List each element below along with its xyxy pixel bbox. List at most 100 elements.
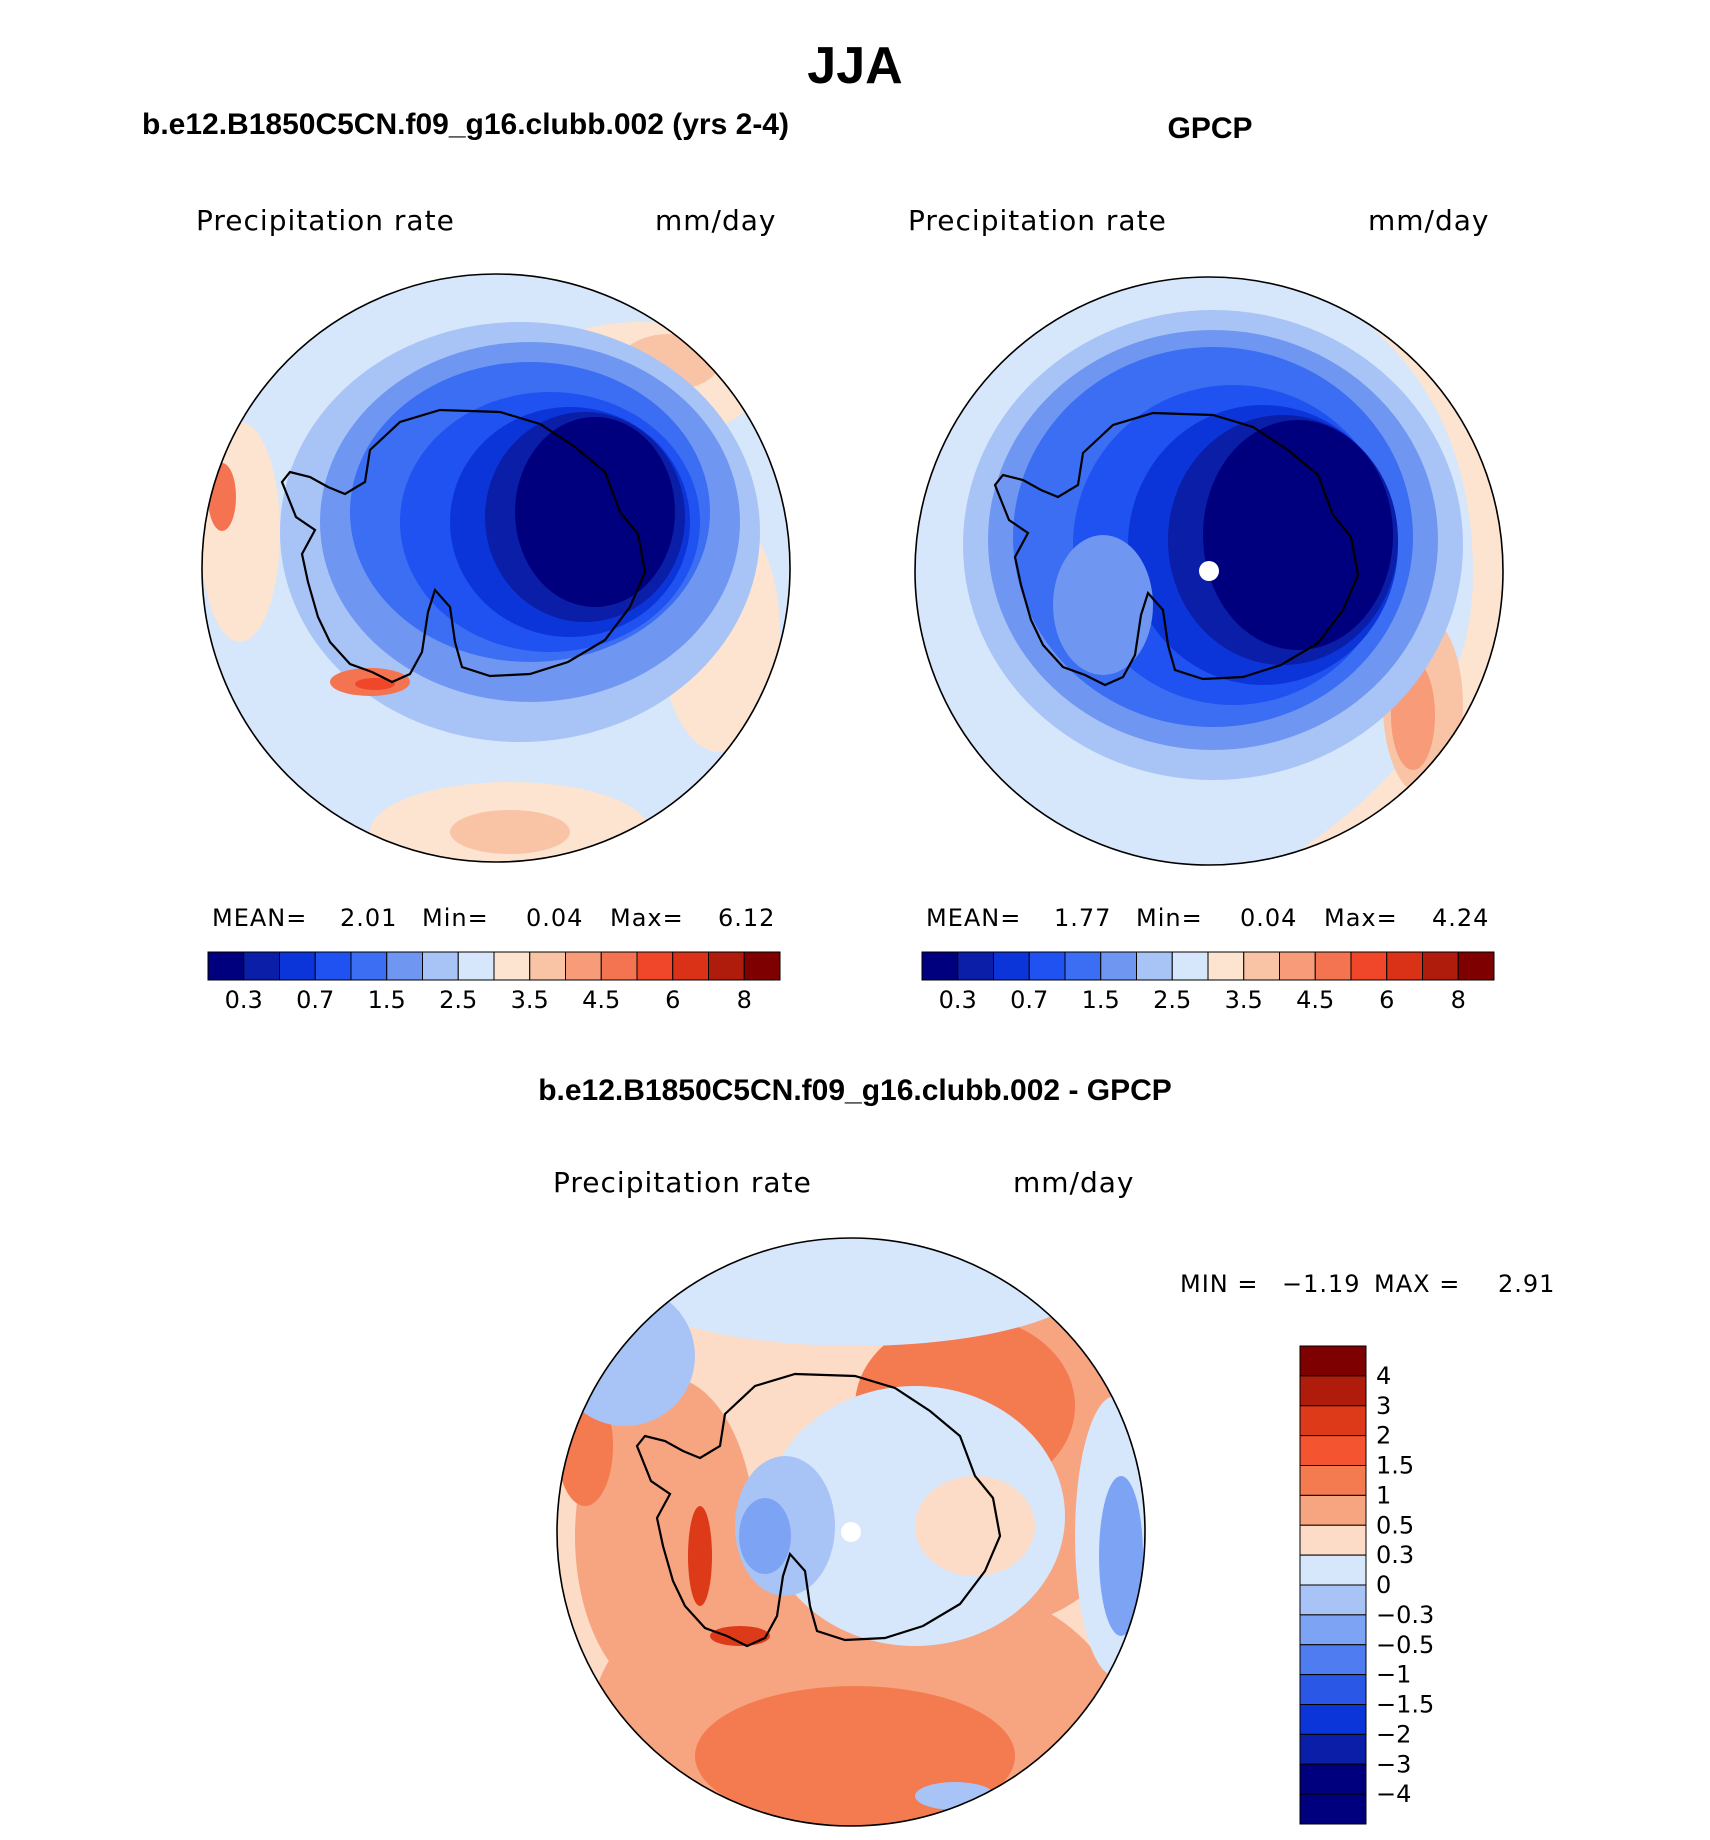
model-colorbar-tick: 6 [665,986,680,1014]
diff-colorbar-box [1299,1405,1367,1437]
diff-colorbar-box [1299,1733,1367,1765]
diff-colorbar-tick: −1.5 [1376,1691,1434,1719]
obs-var-label: Precipitation rate [908,204,1167,237]
diff-colorbar-tick: 4 [1376,1362,1391,1390]
diff-max-value: 2.91 [1498,1270,1556,1298]
obs-mean-value: 1.77 [1054,904,1112,932]
model-colorbar-box [708,951,745,981]
diff-colorbar-tick: 3 [1376,1392,1391,1420]
diff-colorbar-box [1299,1584,1367,1616]
obs-colorbar-box [1100,951,1137,981]
model-colorbar-box [493,951,531,981]
obs-colorbar-box [1314,951,1352,981]
model-units: mm/day [655,204,777,237]
obs-colorbar-box [1386,951,1423,981]
obs-colorbar-tick: 2.5 [1153,986,1191,1014]
model-panel-header: b.e12.B1850C5CN.f09_g16.clubb.002 (yrs 2… [142,108,789,141]
obs-colorbar-tick: 1.5 [1082,986,1120,1014]
model-colorbar-box [386,951,423,981]
obs-colorbar-tick: 6 [1379,986,1394,1014]
obs-colorbar-box [1279,951,1316,981]
model-colorbar-box [243,951,280,981]
model-colorbar-box [672,951,709,981]
diff-polar-map [556,1237,1146,1827]
diff-colorbar-tick: 0 [1376,1571,1391,1599]
pole-marker [1199,561,1219,581]
diff-min-value: −1.19 [1282,1270,1361,1298]
obs-colorbar-tick: 8 [1451,986,1466,1014]
diff-colorbar-box [1299,1494,1367,1526]
obs-colorbar-box [1028,951,1066,981]
model-colorbar-tick: 0.3 [225,986,263,1014]
model-colorbar-box [279,951,316,981]
diff-colorbar-tick: −4 [1376,1780,1411,1808]
diff-colorbar-box [1299,1674,1367,1705]
obs-polar-map [914,276,1504,866]
diff-colorbar-box [1299,1465,1367,1496]
model-colorbar-tick: 2.5 [439,986,477,1014]
obs-panel-header: GPCP [1167,112,1253,145]
model-colorbar-box [600,951,638,981]
obs-colorbar-box [1350,951,1388,981]
model-polar-map [201,273,791,863]
diff-colorbar-box [1299,1704,1367,1735]
season-title: JJA [807,37,903,95]
model-colorbar-box [350,951,388,981]
model-colorbar-tick: 1.5 [368,986,406,1014]
model-colorbar-tick: 8 [737,986,752,1014]
model-colorbar-box [422,951,459,981]
model-colorbar-box [529,951,566,981]
diff-var-label: Precipitation rate [553,1166,812,1199]
obs-colorbar-tick: 4.5 [1296,986,1334,1014]
obs-colorbar-box [1457,951,1495,981]
diff-panel-header: b.e12.B1850C5CN.f09_g16.clubb.002 - GPCP [538,1074,1172,1107]
obs-colorbar-box [1064,951,1102,981]
obs-colorbar-box [957,951,994,981]
pole-marker [841,1522,861,1542]
diff-colorbar-box [1299,1435,1367,1466]
diff-colorbar-box [1299,1763,1367,1795]
obs-colorbar-tick: 3.5 [1225,986,1263,1014]
model-colorbar-box [636,951,674,981]
obs-min-value: 0.04 [1240,904,1298,932]
diff-min-label: MIN = [1180,1270,1259,1298]
model-colorbar-box [207,951,245,981]
obs-mean-label: MEAN= [926,904,1022,932]
diff-colorbar-tick: −0.5 [1376,1631,1434,1659]
obs-colorbar-box [1171,951,1209,981]
obs-colorbar-box [1207,951,1245,981]
model-mean-value: 2.01 [340,904,398,932]
obs-colorbar-box [1422,951,1459,981]
diff-max-label: MAX = [1374,1270,1461,1298]
model-colorbar: 0.3 0.7 1.5 2.5 3.5 4.5 6 8 [207,951,781,1014]
model-colorbar-box [457,951,495,981]
obs-colorbar-tick: 0.7 [1010,986,1048,1014]
model-colorbar-tick: 0.7 [296,986,334,1014]
model-max-value: 6.12 [718,904,776,932]
model-colorbar-box [565,951,602,981]
diff-colorbar-tick: −3 [1376,1750,1411,1778]
diff-units: mm/day [1013,1166,1135,1199]
obs-colorbar-box [921,951,959,981]
diff-colorbar-box [1299,1554,1367,1586]
obs-min-label: Min= [1136,904,1203,932]
diff-colorbar-box [1299,1524,1367,1556]
model-var-label: Precipitation rate [196,204,455,237]
obs-colorbar: 0.3 0.7 1.5 2.5 3.5 4.5 6 8 [921,951,1495,1014]
diff-colorbar-box [1299,1793,1367,1825]
diff-colorbar-tick: 1.5 [1376,1452,1414,1480]
model-min-value: 0.04 [526,904,584,932]
diff-colorbar-box [1299,1614,1367,1646]
model-max-label: Max= [610,904,684,932]
obs-max-label: Max= [1324,904,1398,932]
diff-colorbar-box [1299,1375,1367,1407]
obs-max-value: 4.24 [1432,904,1490,932]
diff-colorbar-tick: 0.3 [1376,1541,1414,1569]
obs-colorbar-box [993,951,1030,981]
obs-colorbar-box [1243,951,1280,981]
obs-colorbar-box [1136,951,1173,981]
model-colorbar-box [743,951,781,981]
diff-colorbar-tick: −0.3 [1376,1601,1434,1629]
obs-units: mm/day [1368,204,1490,237]
